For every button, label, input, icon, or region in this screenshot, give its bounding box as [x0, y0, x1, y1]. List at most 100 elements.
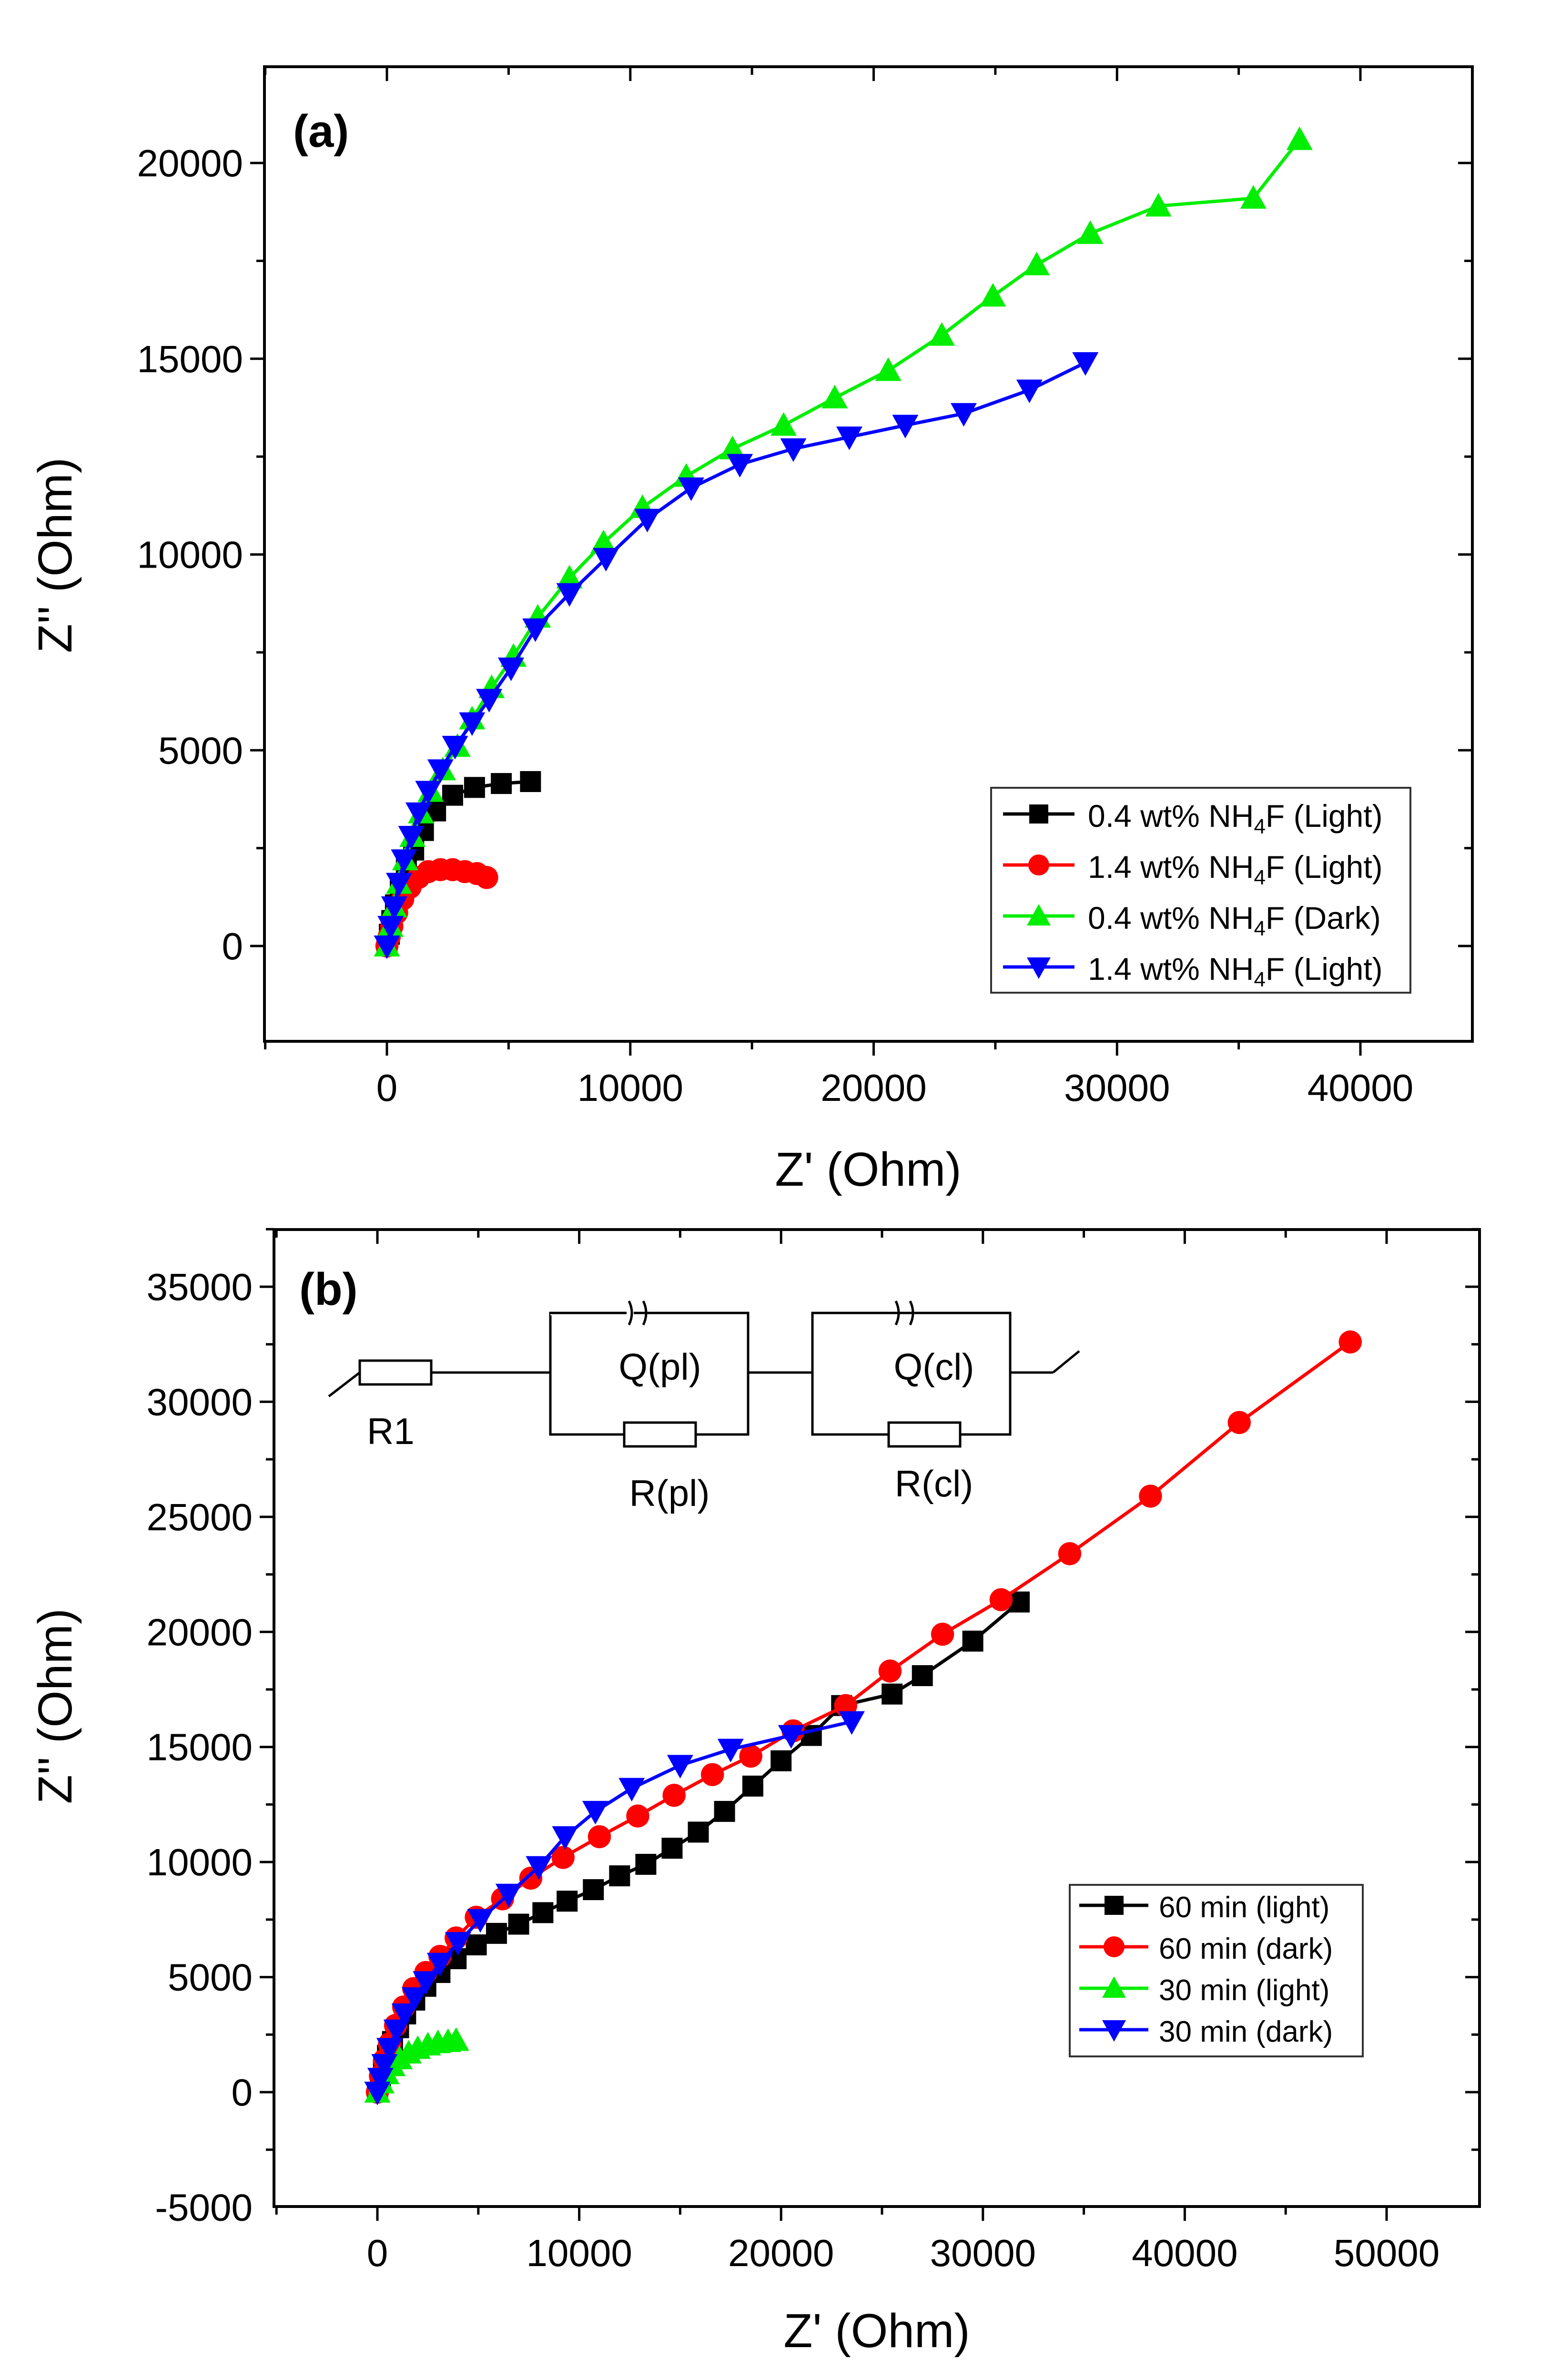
data-point-marker: [667, 1755, 693, 1779]
x-tick-label: 10000: [578, 1067, 683, 1109]
x-tick-label: 0: [376, 1067, 398, 1109]
data-point-marker: [588, 1825, 611, 1849]
equivalent-circuit: [328, 1300, 1080, 1448]
legend-box-a: [990, 787, 1411, 994]
y-tick-label: 35000: [147, 1266, 253, 1308]
data-point-marker: [700, 1763, 724, 1786]
data-point-marker: [882, 1683, 903, 1705]
panel-label-a: (a): [293, 106, 349, 157]
data-point-marker: [475, 866, 498, 889]
data-point-marker: [1072, 352, 1099, 376]
x-tick-label: 20000: [821, 1067, 926, 1109]
data-point-marker: [1240, 185, 1267, 209]
circuit-lead-right: [1052, 1350, 1080, 1373]
data-point-marker: [526, 1856, 552, 1880]
y-tick-label: 15000: [147, 1726, 253, 1769]
data-point-marker: [367, 2068, 394, 2092]
data-point-marker: [391, 849, 417, 873]
data-point-marker: [590, 529, 617, 553]
data-point-marker: [415, 781, 442, 805]
data-point-marker: [476, 689, 503, 712]
data-point-marker: [662, 1783, 686, 1807]
circuit-label-r-pl: R(pl): [629, 1472, 710, 1514]
data-point-marker: [778, 1725, 804, 1749]
cpe-symbol-pl: [628, 1300, 648, 1326]
data-point-marker: [371, 2054, 398, 2078]
x-tick-label: 10000: [526, 2232, 632, 2274]
axis-ticks-b: 0 10000 20000 30000 40000 50000 -5000 0 5000 1000…: [147, 1228, 1480, 2274]
y-tick-label: 20000: [147, 1611, 253, 1653]
data-point-marker: [739, 1744, 762, 1768]
y-tick-label: 5000: [158, 729, 243, 772]
data-point-marker: [491, 773, 512, 794]
data-point-marker: [727, 454, 753, 478]
x-axis-label-b: Z' (Ohm): [783, 2304, 970, 2358]
x-tick-label: 0: [367, 2232, 388, 2274]
data-point-marker: [962, 1630, 983, 1652]
legend-label: 1.4 wt% NH4F (Light): [1088, 849, 1383, 889]
legend-label: 60 min (dark): [1159, 1932, 1333, 1965]
data-point-marker: [443, 2027, 469, 2051]
data-point-marker: [1077, 220, 1104, 244]
data-point-marker: [442, 736, 468, 760]
data-point-marker: [714, 1800, 735, 1822]
data-point-marker: [838, 1711, 865, 1735]
x-tick-label: 40000: [1308, 1067, 1413, 1109]
data-point-marker: [466, 1934, 487, 1955]
data-point-marker: [391, 2003, 418, 2027]
data-point-marker: [875, 357, 902, 381]
plot-series-b: [364, 1330, 1362, 2105]
data-point-marker: [770, 1750, 792, 1771]
data-point-marker: [551, 1846, 575, 1869]
y-tick-label: 10000: [147, 1841, 253, 1883]
data-point-marker: [497, 657, 524, 681]
y-tick-label: 15000: [137, 338, 243, 380]
data-point-marker: [1139, 1485, 1162, 1508]
resistor-r-cl: [887, 1421, 962, 1448]
data-point-marker: [688, 1821, 709, 1843]
circuit-label-r-cl: R(cl): [895, 1463, 973, 1505]
data-point-marker: [717, 1739, 744, 1763]
data-point-marker: [495, 1883, 522, 1908]
data-point-marker: [426, 1953, 453, 1977]
data-point-marker: [556, 583, 583, 607]
data-point-marker: [609, 1865, 630, 1887]
data-point-marker: [836, 427, 862, 450]
data-point-marker: [1024, 252, 1050, 275]
data-point-marker: [398, 825, 425, 850]
data-point-marker: [377, 915, 404, 940]
y-tick-label: -5000: [155, 2186, 253, 2228]
data-point-marker: [467, 1909, 494, 1933]
x-axis-label-a: Z' (Ohm): [775, 1143, 961, 1196]
data-point-marker: [626, 1804, 649, 1828]
data-point-marker: [1338, 1330, 1362, 1354]
legend-label: 0.4 wt% NH4F (Dark): [1088, 900, 1381, 940]
data-point-marker: [878, 1659, 902, 1683]
x-tick-label: 40000: [1132, 2232, 1237, 2274]
data-point-marker: [401, 1987, 428, 2011]
data-point-marker: [929, 322, 955, 346]
data-point-marker: [445, 1932, 471, 1956]
legend-b: 60 min (light) 60 min (dark) 30 min (light…: [1069, 1884, 1364, 2057]
circuit-label-q-pl: Q(pl): [618, 1346, 701, 1388]
data-point-marker: [1058, 1542, 1082, 1566]
y-tick-label: 20000: [137, 142, 243, 184]
data-point-marker: [1102, 1976, 1126, 1998]
data-point-marker: [931, 1622, 954, 1646]
legend-label: 0.4 wt% NH4F (Light): [1088, 798, 1383, 838]
data-point-marker: [1029, 804, 1048, 824]
data-point-marker: [381, 896, 407, 920]
resistor-r-pl: [623, 1421, 697, 1448]
panel-a: 0 10000 20000 30000 40000 0 5000 10000 15000 2000…: [29, 65, 1474, 1196]
legend-label: 30 min (light): [1159, 1974, 1329, 2007]
circuit-lead-left: [328, 1372, 361, 1397]
data-point-marker: [821, 385, 848, 408]
data-point-marker: [892, 415, 919, 438]
data-point-marker: [508, 1913, 529, 1935]
data-point-marker: [374, 936, 400, 959]
y-tick-label: 0: [222, 925, 243, 967]
circuit-label-r1: R1: [367, 1410, 415, 1452]
data-point-marker: [386, 873, 413, 897]
x-tick-label: 30000: [1064, 1067, 1170, 1109]
y-axis-label-b: Z'' (Ohm): [29, 1608, 82, 1804]
